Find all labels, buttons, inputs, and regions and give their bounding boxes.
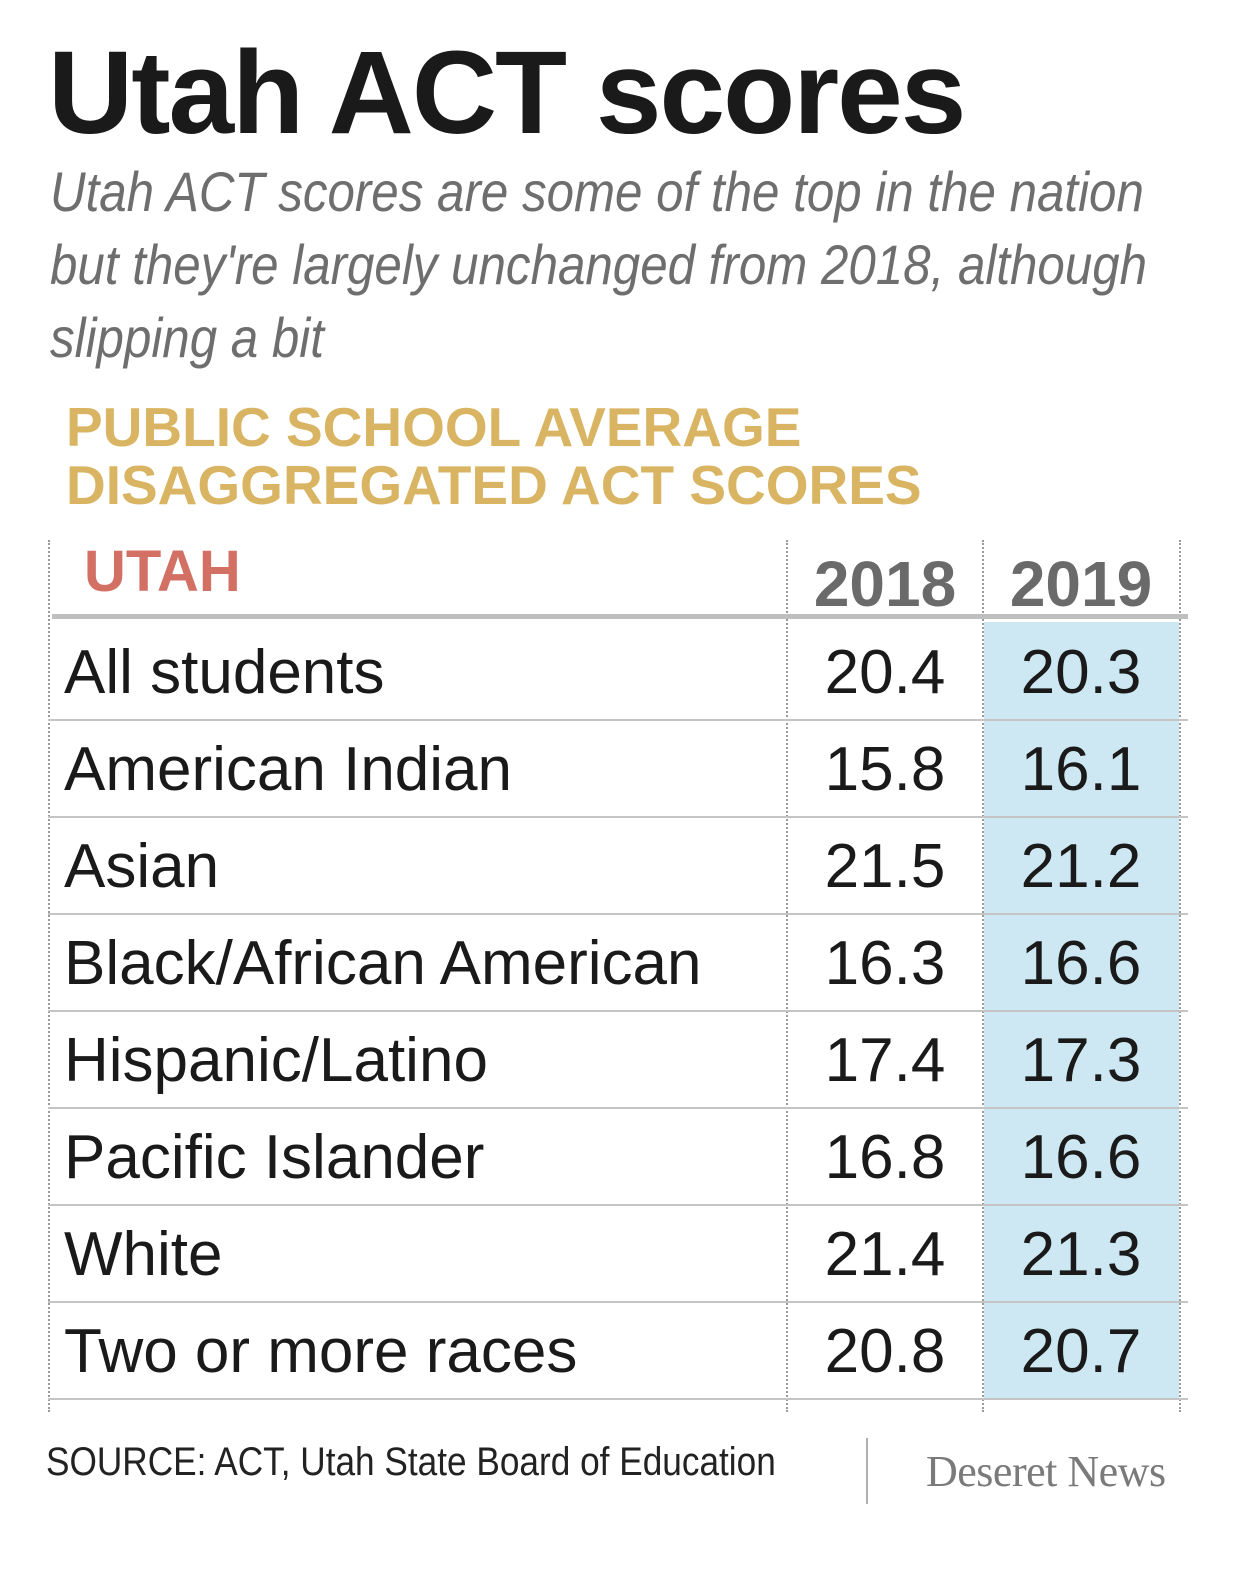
value-cell-2018: 16.3: [824, 929, 946, 998]
header-rule: [52, 614, 1188, 619]
row-divider: [48, 913, 1188, 915]
row-divider: [48, 1398, 1188, 1400]
table-right-border: [1179, 540, 1181, 1412]
value-cell-2018: 20.8: [824, 1317, 946, 1386]
row-label: Asian: [64, 832, 220, 901]
section-title: PUBLIC SCHOOL AVERAGE DISAGGREGATED ACT …: [66, 398, 922, 514]
value-cell-2019: 21.2: [1020, 832, 1142, 901]
table-row: White 21.4 21.3: [48, 1206, 1188, 1303]
table-row: All students 20.4 20.3: [48, 624, 1188, 721]
row-divider: [48, 816, 1188, 818]
value-cell-2018: 15.8: [824, 735, 946, 804]
table-left-border: [48, 540, 50, 1412]
table-row: Asian 21.5 21.2: [48, 818, 1188, 915]
brand-logo: Deseret News: [926, 1447, 1166, 1496]
value-cell-2018: 21.5: [824, 832, 946, 901]
value-cell-2019: 16.6: [1020, 929, 1142, 998]
table-row: Pacific Islander 16.8 16.6: [48, 1109, 1188, 1206]
row-label: Hispanic/Latino: [64, 1026, 488, 1095]
column-header-2019: 2019: [1009, 548, 1153, 620]
section-title-line-1: PUBLIC SCHOOL AVERAGE: [66, 396, 802, 458]
row-divider: [48, 1301, 1188, 1303]
value-cell-2019: 20.3: [1020, 638, 1142, 707]
row-label: White: [64, 1220, 223, 1289]
row-divider: [48, 1204, 1188, 1206]
row-divider: [48, 1107, 1188, 1109]
row-label: Two or more races: [64, 1317, 578, 1386]
value-cell-2019: 20.7: [1020, 1317, 1142, 1386]
value-cell-2019: 21.3: [1020, 1220, 1142, 1289]
section-title-line-2: DISAGGREGATED ACT SCORES: [66, 454, 922, 516]
footer-divider: [866, 1438, 868, 1504]
table-row: American Indian 15.8 16.1: [48, 721, 1188, 818]
value-cell-2019: 16.6: [1020, 1123, 1142, 1192]
row-divider: [48, 1010, 1188, 1012]
row-label: All students: [64, 638, 385, 707]
value-cell-2019: 17.3: [1020, 1026, 1142, 1095]
value-cell-2018: 21.4: [824, 1220, 946, 1289]
table-row: Black/African American 16.3 16.6: [48, 915, 1188, 1012]
source-note: SOURCE: ACT, Utah State Board of Educati…: [46, 1440, 776, 1484]
value-cell-2018: 16.8: [824, 1123, 946, 1192]
scores-table: UTAH 2018 2019 All students 20.4 20.3 Ameri…: [48, 540, 1188, 1412]
row-label: American Indian: [64, 735, 513, 804]
value-cell-2019: 16.1: [1020, 735, 1142, 804]
region-label: UTAH: [84, 539, 241, 604]
column-header-2018: 2018: [813, 548, 957, 620]
row-divider: [48, 719, 1188, 721]
chart-subtitle: Utah ACT scores are some of the top in t…: [50, 160, 1148, 369]
row-label: Black/African American: [64, 929, 702, 998]
value-cell-2018: 20.4: [824, 638, 946, 707]
chart-title: Utah ACT scores: [48, 27, 966, 159]
table-row: Two or more races 20.8 20.7: [48, 1303, 1188, 1400]
row-label: Pacific Islander: [64, 1123, 485, 1192]
column-divider-2: [982, 540, 984, 1412]
value-cell-2018: 17.4: [824, 1026, 946, 1095]
table-row: Hispanic/Latino 17.4 17.3: [48, 1012, 1188, 1109]
column-divider-1: [786, 540, 788, 1412]
